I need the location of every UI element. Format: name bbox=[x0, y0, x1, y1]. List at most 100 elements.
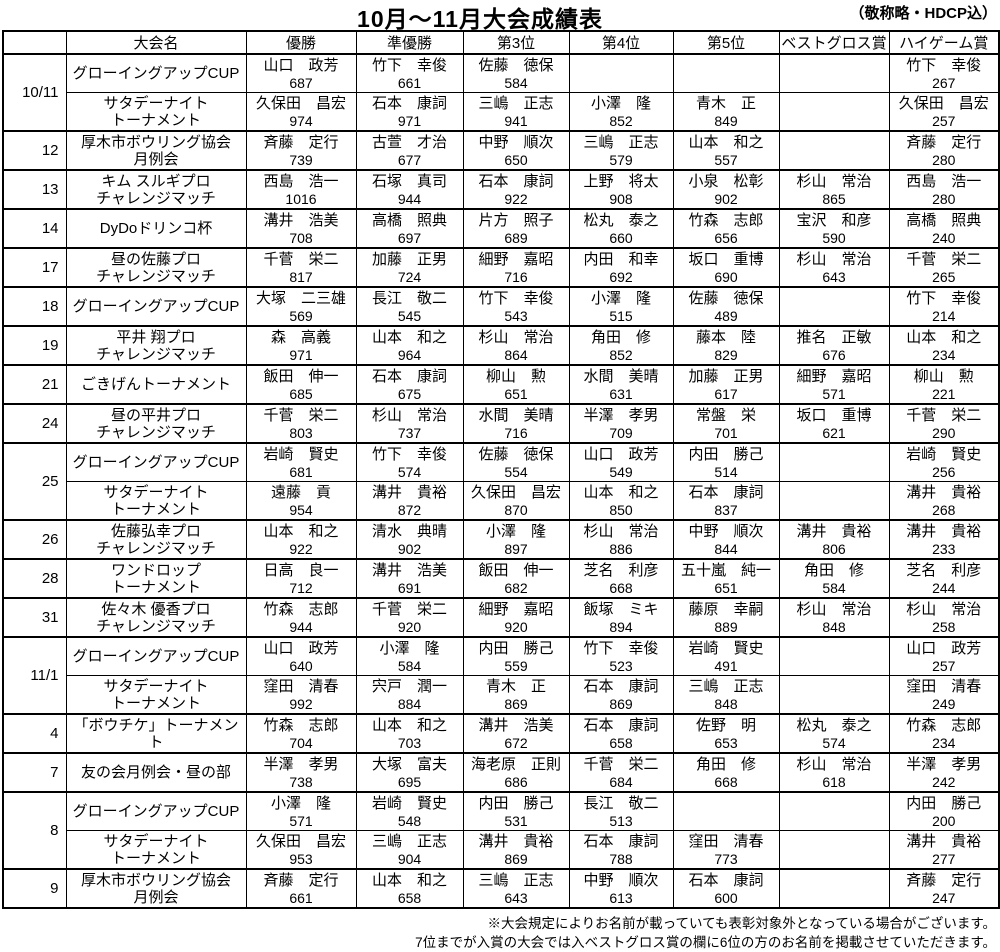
date-cell: 4 bbox=[2, 713, 67, 754]
result-cell: 角田 修 852 bbox=[568, 325, 674, 366]
player-score: 668 bbox=[609, 579, 633, 596]
player-name: 竹下 幸俊 bbox=[371, 445, 447, 463]
player-score: 864 bbox=[504, 346, 528, 363]
player-name: 千菅 栄二 bbox=[263, 406, 339, 424]
date-cell: 10/11 bbox=[2, 53, 67, 132]
result-cell: 久保田 昌宏 257 bbox=[888, 92, 1000, 132]
result-cell: 宍戸 潤一 884 bbox=[355, 675, 464, 715]
player-score: 716 bbox=[504, 424, 528, 441]
player-score: 704 bbox=[289, 734, 313, 751]
result-cell: 高橋 照典 697 bbox=[355, 208, 464, 249]
result-cell bbox=[778, 286, 890, 327]
result-cell: 溝井 浩美 691 bbox=[355, 558, 464, 599]
player-score: 600 bbox=[714, 889, 738, 906]
player-score: 844 bbox=[714, 540, 738, 557]
result-cell: 岩崎 賢史 548 bbox=[355, 791, 464, 831]
player-score: 971 bbox=[289, 346, 313, 363]
player-name: 山口 政芳 bbox=[906, 639, 982, 657]
table-row: 19 平井 翔プロ チャレンジマッチ森 高義 971 山本 和之 964 杉山 常治 864… bbox=[2, 325, 1000, 366]
player-score: 489 bbox=[714, 307, 738, 324]
result-cell: 杉山 常治 258 bbox=[888, 597, 1000, 638]
player-score: 869 bbox=[504, 850, 528, 867]
player-score: 806 bbox=[822, 540, 846, 557]
player-score: 221 bbox=[932, 385, 956, 402]
player-score: 621 bbox=[822, 424, 846, 441]
player-name: 久保田 昌宏 bbox=[470, 483, 561, 501]
player-score: 531 bbox=[504, 812, 528, 829]
event-name: グローイングアップCUP bbox=[65, 442, 247, 482]
result-cell: 窪田 清春 992 bbox=[245, 675, 357, 715]
date-cell: 12 bbox=[2, 130, 67, 171]
player-name: 三嶋 正志 bbox=[371, 832, 447, 850]
result-cell: 石本 康詞 788 bbox=[568, 830, 674, 870]
result-cell: 三嶋 正志 904 bbox=[355, 830, 464, 870]
player-score: 244 bbox=[932, 579, 956, 596]
player-score: 617 bbox=[714, 385, 738, 402]
result-cell: 大塚 二三雄 569 bbox=[245, 286, 357, 327]
player-name: 細野 嘉昭 bbox=[796, 367, 872, 385]
player-score: 902 bbox=[397, 540, 422, 557]
player-name: 清水 典晴 bbox=[371, 522, 447, 540]
table-row: 25 グローイングアップCUP 岩崎 賢史 681 竹下 幸俊 574 佐藤 徳保 554 山口… bbox=[2, 442, 1000, 521]
date-cell: 28 bbox=[2, 558, 67, 599]
player-score: 850 bbox=[609, 501, 633, 518]
player-name: 山本 和之 bbox=[906, 328, 982, 346]
player-score: 579 bbox=[609, 151, 633, 168]
player-name: 内田 和幸 bbox=[583, 250, 659, 268]
player-name: 山本 和之 bbox=[371, 328, 447, 346]
result-cell bbox=[778, 830, 890, 870]
result-cell: 竹下 幸俊 267 bbox=[888, 53, 1000, 93]
player-score: 941 bbox=[504, 112, 528, 129]
player-name: 千菅 栄二 bbox=[583, 755, 659, 773]
table-row: サタデーナイト トーナメント 久保田 昌宏 953 三嶋 正志 904 溝井 貴裕 869 石… bbox=[3, 830, 1000, 870]
player-score: 920 bbox=[397, 618, 422, 635]
table-row: 28 ワンドロップ トーナメント 日高 良一 712 溝井 浩美 691 飯田 伸一 682 芝… bbox=[2, 558, 1000, 599]
player-name: 石本 康詞 bbox=[583, 716, 659, 734]
event-name: 昼の佐藤プロ チャレンジマッチ bbox=[65, 247, 247, 288]
result-cell: 芝名 利彦 668 bbox=[568, 558, 674, 599]
player-name: 小澤 隆 bbox=[590, 94, 651, 112]
player-name: 竹森 志郎 bbox=[688, 211, 764, 229]
result-cell: 内田 勝己 559 bbox=[462, 636, 570, 676]
result-cell: 石本 康詞 869 bbox=[568, 675, 674, 715]
result-cell: 岩崎 賢史 256 bbox=[888, 442, 1000, 482]
player-score: 267 bbox=[932, 74, 956, 91]
event-name: グローイングアップCUP bbox=[65, 286, 247, 327]
player-name: 森 高義 bbox=[270, 328, 331, 346]
player-name: 大塚 二三雄 bbox=[255, 289, 346, 307]
result-cell: 溝井 貴裕 872 bbox=[355, 481, 464, 521]
player-score: 739 bbox=[289, 151, 313, 168]
player-name: 溝井 貴裕 bbox=[906, 522, 982, 540]
player-name: 斉藤 定行 bbox=[263, 133, 339, 151]
player-score: 643 bbox=[822, 268, 846, 285]
player-score: 277 bbox=[932, 850, 956, 867]
result-cell: 半澤 孝男 738 bbox=[245, 752, 357, 793]
player-name: 竹森 志郎 bbox=[263, 716, 339, 734]
result-cell: 水間 美晴 716 bbox=[462, 403, 570, 444]
result-cell bbox=[778, 442, 890, 482]
player-name: 宍戸 潤一 bbox=[371, 677, 447, 695]
date-cell: 31 bbox=[2, 597, 67, 638]
player-score: 200 bbox=[932, 812, 956, 829]
date-cell: 11/1 bbox=[2, 636, 67, 715]
player-name: 溝井 浩美 bbox=[478, 716, 554, 734]
column-header-highgame: ハイゲーム賞 bbox=[888, 30, 1000, 55]
player-score: 543 bbox=[504, 307, 528, 324]
result-cell: 西島 浩一 1016 bbox=[245, 169, 357, 210]
player-name: 石塚 真司 bbox=[371, 172, 447, 190]
result-cell: 岩崎 賢史 681 bbox=[245, 442, 357, 482]
table-row: 10/11 グローイングアップCUP 山口 政芳 687 竹下 幸俊 661 佐藤 徳保 58… bbox=[2, 53, 1000, 132]
player-name: 角田 修 bbox=[695, 755, 756, 773]
result-cell: 石本 康詞 837 bbox=[672, 481, 780, 521]
player-score: 559 bbox=[504, 657, 528, 674]
player-name: 海老原 正則 bbox=[470, 755, 561, 773]
player-score: 904 bbox=[397, 850, 422, 867]
player-name: 中野 順次 bbox=[583, 871, 659, 889]
player-score: 571 bbox=[822, 385, 846, 402]
player-name: 内田 勝己 bbox=[478, 639, 554, 657]
player-name: 山本 和之 bbox=[263, 522, 339, 540]
player-score: 691 bbox=[397, 579, 422, 596]
result-cell: 中野 順次 844 bbox=[672, 519, 780, 560]
result-cell: 千菅 栄二 817 bbox=[245, 247, 357, 288]
result-cell: 千菅 栄二 920 bbox=[355, 597, 464, 638]
